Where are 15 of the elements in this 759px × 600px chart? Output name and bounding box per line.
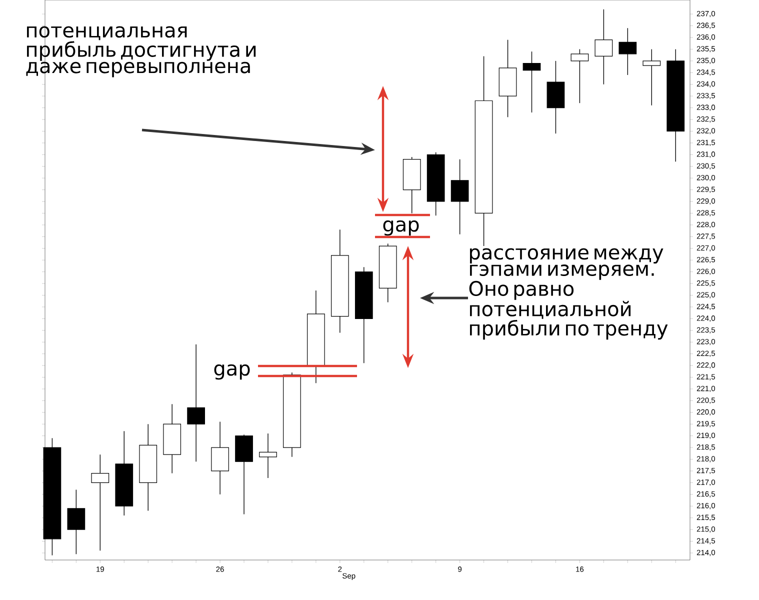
- annotation: расстояние между гэпами измеряем. Оно равно потенциальной прибыли по тренду: [469, 248, 668, 340]
- candlestick: [570, 48, 589, 104]
- candlestick: [91, 454, 110, 551]
- candlestick: [259, 433, 277, 478]
- candlestick: [450, 158, 469, 235]
- annotation: потенциальная прибыль достигнута и даже перевыполнена: [26, 26, 256, 78]
- candlestick: [642, 48, 661, 106]
- candlestick: [618, 28, 637, 76]
- candlestick: [594, 9, 613, 85]
- annotation: gap: [214, 364, 250, 380]
- candlestick: [67, 489, 86, 554]
- candlestick: [522, 51, 541, 113]
- candlestick: [187, 344, 205, 462]
- annotation: gap: [383, 220, 419, 236]
- candlestick: [211, 421, 229, 495]
